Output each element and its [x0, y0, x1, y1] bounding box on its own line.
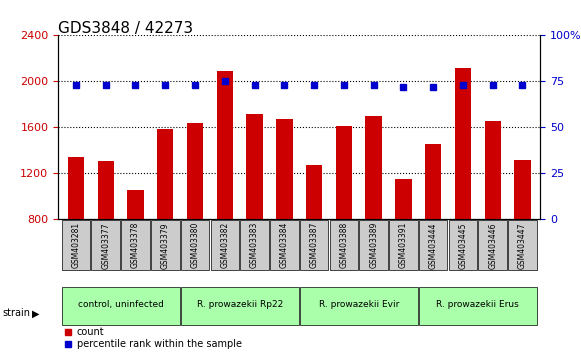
Text: GSM403383: GSM403383 [250, 222, 259, 268]
Bar [68, 157, 84, 312]
Text: GSM403384: GSM403384 [280, 222, 289, 268]
Text: strain: strain [3, 308, 31, 318]
FancyBboxPatch shape [478, 220, 507, 270]
Text: ▶: ▶ [32, 308, 40, 318]
Text: GSM403389: GSM403389 [369, 222, 378, 268]
FancyBboxPatch shape [329, 220, 358, 270]
Text: GSM403380: GSM403380 [191, 222, 199, 268]
Bar [306, 165, 322, 312]
Bar [514, 160, 530, 312]
FancyBboxPatch shape [359, 220, 388, 270]
FancyBboxPatch shape [210, 220, 239, 270]
Text: GSM403444: GSM403444 [429, 222, 437, 269]
Text: GSM403281: GSM403281 [71, 222, 80, 268]
FancyBboxPatch shape [62, 287, 180, 325]
Text: GSM403445: GSM403445 [458, 222, 468, 269]
Text: GSM403378: GSM403378 [131, 222, 140, 268]
Bar [485, 120, 501, 312]
FancyBboxPatch shape [181, 220, 209, 270]
Bar [246, 114, 263, 312]
Text: GSM403446: GSM403446 [488, 222, 497, 269]
Bar [157, 129, 174, 312]
FancyBboxPatch shape [270, 220, 299, 270]
Text: GSM403387: GSM403387 [310, 222, 318, 268]
Bar [217, 71, 233, 312]
Bar [187, 123, 203, 312]
Bar [365, 116, 382, 312]
Bar [127, 189, 144, 312]
FancyBboxPatch shape [91, 220, 120, 270]
Text: GSM403447: GSM403447 [518, 222, 527, 269]
Text: GSM403382: GSM403382 [220, 222, 229, 268]
Legend: count, percentile rank within the sample: count, percentile rank within the sample [63, 327, 242, 349]
FancyBboxPatch shape [389, 220, 418, 270]
FancyBboxPatch shape [419, 220, 447, 270]
Text: R. prowazekii Rp22: R. prowazekii Rp22 [196, 300, 283, 309]
Bar [455, 68, 471, 312]
FancyBboxPatch shape [300, 220, 328, 270]
Text: GSM403391: GSM403391 [399, 222, 408, 268]
FancyBboxPatch shape [181, 287, 299, 325]
Text: GSM403388: GSM403388 [339, 222, 349, 268]
Bar [98, 161, 114, 312]
FancyBboxPatch shape [121, 220, 150, 270]
FancyBboxPatch shape [241, 220, 269, 270]
Text: GSM403379: GSM403379 [161, 222, 170, 269]
Text: GDS3848 / 42273: GDS3848 / 42273 [58, 21, 193, 36]
FancyBboxPatch shape [62, 220, 90, 270]
Text: R. prowazekii Erus: R. prowazekii Erus [436, 300, 519, 309]
Text: R. prowazekii Evir: R. prowazekii Evir [318, 300, 399, 309]
Bar [425, 143, 442, 312]
Text: GSM403377: GSM403377 [101, 222, 110, 269]
FancyBboxPatch shape [151, 220, 180, 270]
FancyBboxPatch shape [419, 287, 537, 325]
FancyBboxPatch shape [300, 287, 418, 325]
Text: control, uninfected: control, uninfected [78, 300, 163, 309]
FancyBboxPatch shape [508, 220, 537, 270]
Bar [276, 119, 292, 312]
Bar [395, 179, 411, 312]
FancyBboxPatch shape [449, 220, 477, 270]
Bar [336, 126, 352, 312]
